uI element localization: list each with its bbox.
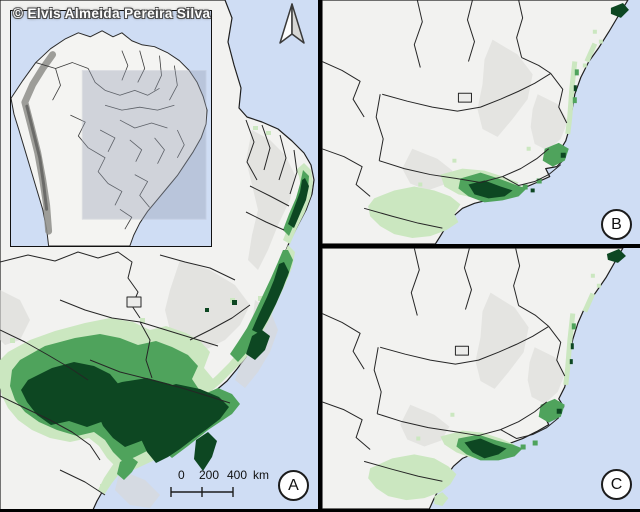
distribution-low	[368, 273, 601, 507]
federal-district-outline	[126, 296, 142, 308]
hillshade	[402, 39, 568, 191]
scale-label-400: 400	[227, 468, 248, 482]
hillshade	[0, 130, 295, 508]
panel-c-label-badge: C	[601, 469, 632, 500]
panel-c-map-svg	[322, 248, 626, 509]
panel-b-label-badge: B	[601, 209, 632, 240]
panel-b-map-svg	[322, 0, 629, 244]
andes-relief-core	[25, 104, 49, 211]
figure-bottom-frame	[0, 509, 640, 512]
hillshade	[400, 292, 565, 447]
country-borders	[35, 50, 185, 230]
distribution-low-strip	[563, 292, 596, 386]
state-borders	[0, 119, 298, 496]
study-area-highlight	[81, 69, 207, 220]
distribution-mid	[458, 69, 579, 203]
federal-district-outline	[457, 92, 472, 103]
north-arrow-left-half	[279, 3, 293, 44]
panel-c-map	[322, 248, 640, 509]
state-borders	[322, 0, 568, 229]
scale-label-200: 200	[199, 468, 220, 482]
inset-overview-map	[10, 10, 212, 247]
panel-a-label-badge: A	[278, 470, 309, 501]
land	[322, 0, 629, 244]
scale-unit-label: km	[253, 468, 269, 482]
panel-a-map: © Elvis Almeida Pereira Silva 0 200 400 …	[0, 0, 318, 512]
scale-label-0: 0	[178, 468, 185, 482]
state-borders	[322, 248, 566, 482]
attribution-text: © Elvis Almeida Pereira Silva	[13, 6, 211, 21]
scale-bar: 0 200 400 km	[170, 468, 280, 500]
scale-bar-labels: 0 200 400 km	[170, 468, 280, 483]
land	[322, 248, 624, 509]
scalebar-line	[170, 487, 234, 497]
north-arrow-right-half	[291, 3, 305, 44]
inset-map-svg	[11, 30, 208, 246]
federal-district-outline	[454, 345, 469, 356]
distribution-high	[21, 178, 309, 471]
distribution-low-strip	[565, 42, 598, 135]
panel-divider-vertical	[318, 0, 322, 512]
north-arrow-icon	[279, 3, 305, 44]
scale-bar-ruler	[170, 487, 234, 497]
panel-b-map	[322, 0, 640, 244]
panel-divider-horizontal	[322, 244, 640, 248]
